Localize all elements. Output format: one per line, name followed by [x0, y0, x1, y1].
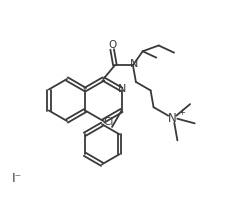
- Text: N: N: [167, 112, 176, 125]
- Text: N: N: [129, 59, 138, 69]
- Text: N: N: [118, 84, 126, 94]
- Text: +: +: [177, 108, 184, 117]
- Text: Cl: Cl: [104, 117, 114, 127]
- Text: I⁻: I⁻: [12, 173, 22, 186]
- Text: O: O: [108, 40, 116, 51]
